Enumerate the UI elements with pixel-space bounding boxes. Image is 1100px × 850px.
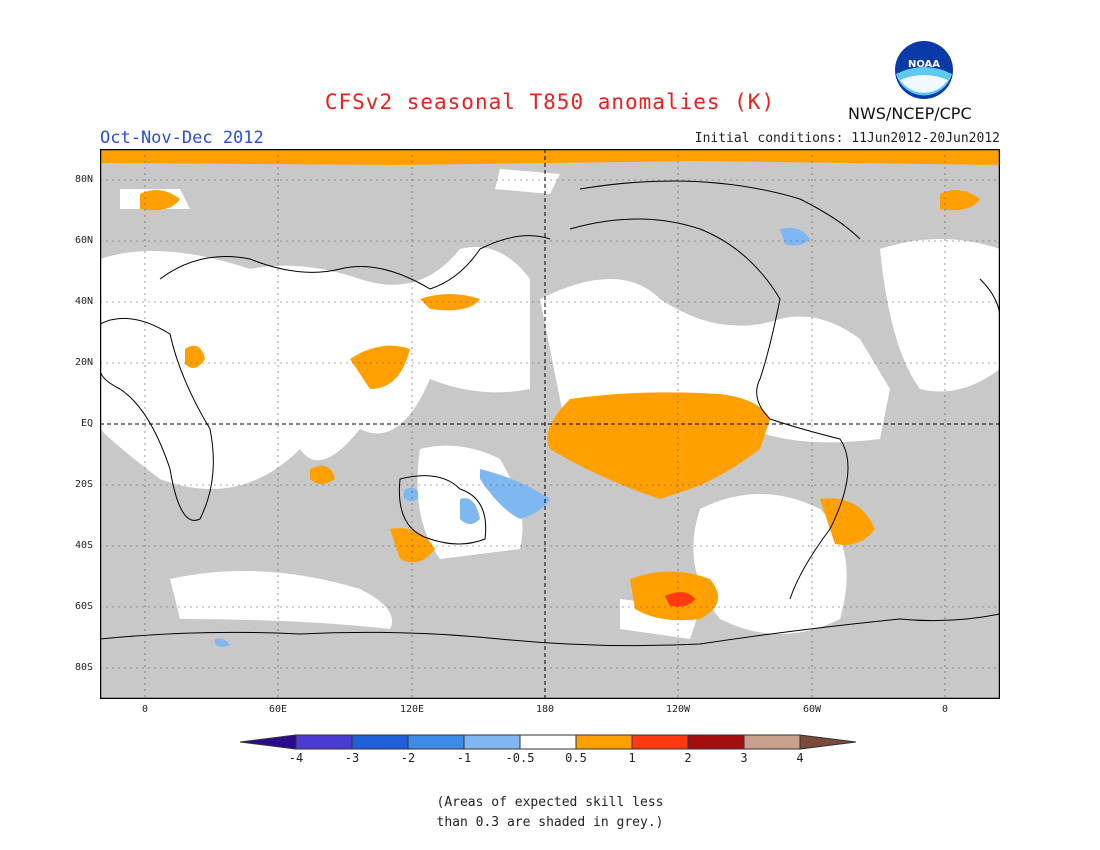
logo-text: NOAA [908, 59, 940, 70]
colorbar-label: 0.5 [565, 751, 587, 765]
colorbar-label: 4 [796, 751, 804, 765]
colorbar-segment [575, 734, 633, 750]
lat-label: 60S [74, 601, 93, 612]
anomaly-map [100, 149, 1000, 699]
lon-label: 0 [941, 704, 949, 715]
lat-label: 80N [74, 174, 93, 185]
lat-label: 60N [74, 235, 93, 246]
colorbar-label: -2 [400, 751, 416, 765]
lon-label: 180 [535, 704, 555, 715]
lat-label: 40N [74, 296, 93, 307]
map-frame [100, 149, 1000, 699]
colorbar [240, 734, 857, 750]
colorbar-label: 2 [684, 751, 692, 765]
colorbar-segment [351, 734, 409, 750]
lon-label: 120W [665, 704, 691, 715]
forecast-period: Oct-Nov-Dec 2012 [100, 128, 264, 148]
noaa-logo-icon: NOAA [895, 41, 953, 99]
colorbar-label: -0.5 [505, 751, 535, 765]
lat-label: 20S [74, 479, 93, 490]
lon-label: 0 [141, 704, 149, 715]
lat-label: 80S [74, 662, 93, 673]
colorbar-segment [407, 734, 465, 750]
skill-note-line: (Areas of expected skill less [436, 795, 664, 810]
lon-label: 60E [268, 704, 288, 715]
colorbar-label: -3 [344, 751, 360, 765]
colorbar-label: 3 [740, 751, 748, 765]
colorbar-segment [519, 734, 577, 750]
lon-label: 120E [399, 704, 425, 715]
colorbar-segment [295, 734, 353, 750]
cool-anomaly-regions [215, 227, 810, 647]
strong-warm-region [665, 592, 695, 607]
map-title: CFSv2 seasonal T850 anomalies (K) [324, 90, 776, 114]
initial-conditions: Initial conditions: 11Jun2012-20Jun2012 [694, 131, 1000, 146]
skill-note-line: than 0.3 are shaded in grey.) [436, 815, 664, 830]
colorbar-label: -1 [456, 751, 472, 765]
lat-label: 20N [74, 357, 93, 368]
agency-label: NWS/NCEP/CPC [848, 104, 972, 123]
graticule [100, 149, 1000, 699]
colorbar-segment [743, 734, 801, 750]
lon-label: 60W [802, 704, 822, 715]
colorbar-label: -4 [288, 751, 304, 765]
colorbar-segment [687, 734, 745, 750]
colorbar-segment [799, 734, 857, 750]
warm-anomaly-regions [100, 149, 1000, 621]
colorbar-label: 1 [628, 751, 636, 765]
colorbar-segment [240, 734, 297, 750]
lat-label: 40S [74, 540, 93, 551]
lat-label: EQ [80, 418, 93, 429]
colorbar-segment [463, 734, 521, 750]
colorbar-segment [631, 734, 689, 750]
skill-note: (Areas of expected skill less than 0.3 a… [0, 793, 1100, 833]
